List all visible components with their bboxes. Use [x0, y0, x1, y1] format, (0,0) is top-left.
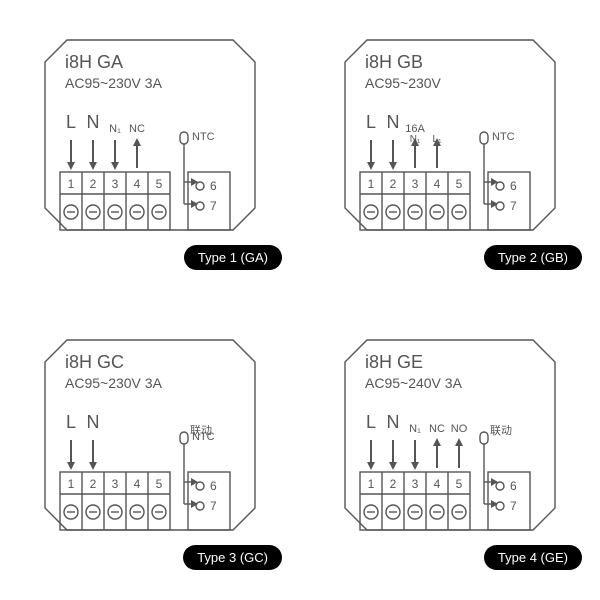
terminal-number: 2	[90, 177, 97, 191]
col-label: N₁	[109, 123, 121, 135]
terminal-number: 5	[156, 477, 163, 491]
col-label: NC	[129, 123, 145, 135]
o6-label: 6	[510, 479, 517, 493]
cell-gc: i8H GCAC95~230V 3A12345LNNTC联动67Type 3 (…	[0, 300, 300, 600]
terminal-number: 1	[68, 477, 75, 491]
diagram-grid: i8H GAAC95~230V 3A12345LNN₁NCNTC67Type 1…	[0, 0, 600, 600]
col-label: N	[387, 412, 400, 432]
title-line1: i8H GE	[365, 352, 423, 372]
terminal-number: 3	[112, 477, 119, 491]
col-label: N	[87, 112, 100, 132]
type-badge: Type 3 (GC)	[183, 545, 282, 570]
title-line1: i8H GB	[365, 52, 423, 72]
col-label: N	[387, 112, 400, 132]
terminal-number: 5	[156, 177, 163, 191]
cell-ge: i8H GE AC95~240V 3A 1 2 3 4 5 LN N₁ NC NO 联动 6 7 Type …	[300, 300, 600, 600]
title-line1: i8H GA	[65, 52, 123, 72]
cell-gb: i8H GBAC95~230V12345LN16AN₁L₁NTC67Type 2…	[300, 0, 600, 300]
title-line2: AC95~230V 3A	[65, 75, 163, 91]
col-label: L	[366, 112, 376, 132]
o7-label: 7	[210, 199, 217, 213]
ntc-label: NTC	[492, 131, 515, 143]
title-line1: i8H GC	[65, 352, 124, 372]
terminal-number: 2	[390, 477, 397, 491]
col-label: NC	[429, 423, 445, 435]
terminal-number: 2	[390, 177, 397, 191]
col-label: L	[66, 112, 76, 132]
title-line2: AC95~230V	[365, 75, 442, 91]
type-badge: Type 4 (GE)	[484, 545, 582, 570]
o6-label: 6	[210, 479, 217, 493]
terminal-number: 3	[412, 177, 419, 191]
cell-ga: i8H GA AC95~230V 3A 1 2 3 4 5 LN N₁ NC NTC 6 7 Type 1…	[0, 0, 300, 300]
terminal-number: 2	[90, 477, 97, 491]
linkage-label: 联动	[490, 424, 512, 437]
terminal-number: 1	[68, 177, 75, 191]
terminal-number: 5	[456, 177, 463, 191]
terminal-number: 4	[434, 177, 441, 191]
type-badge: Type 1 (GA)	[184, 245, 282, 270]
linkage-label: 联动	[190, 424, 212, 437]
col-label: N₁	[409, 423, 421, 435]
terminal-number: 4	[134, 477, 141, 491]
terminal-number: 1	[368, 177, 375, 191]
type-badge: Type 2 (GB)	[484, 245, 582, 270]
ntc-label: NTC	[192, 131, 215, 143]
terminal-number: 4	[134, 177, 141, 191]
col-label: N	[87, 412, 100, 432]
o7-label: 7	[210, 499, 217, 513]
col-label: L	[366, 412, 376, 432]
title-line2: AC95~230V 3A	[65, 375, 163, 391]
terminal-number: 5	[456, 477, 463, 491]
terminal-number: 4	[434, 477, 441, 491]
terminal-number: 1	[368, 477, 375, 491]
terminal-number: 3	[112, 177, 119, 191]
col-label: NO	[451, 423, 468, 435]
terminal-number: 3	[412, 477, 419, 491]
o7-label: 7	[510, 499, 517, 513]
col-label: L	[66, 412, 76, 432]
o6-label: 6	[210, 179, 217, 193]
o7-label: 7	[510, 199, 517, 213]
title-line2: AC95~240V 3A	[365, 375, 463, 391]
o6-label: 6	[510, 179, 517, 193]
